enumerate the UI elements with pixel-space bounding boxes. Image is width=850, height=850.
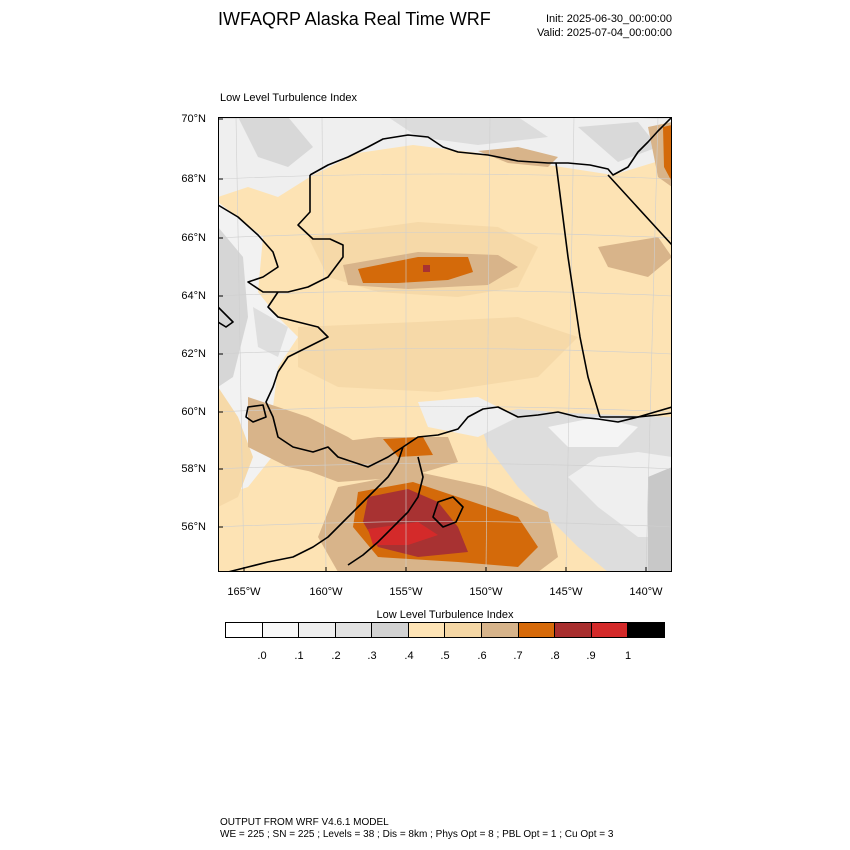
footer-model: OUTPUT FROM WRF V4.6.1 MODEL	[220, 817, 389, 828]
arctic-gray-band-2	[388, 117, 548, 145]
gulf-of-alaska	[478, 409, 672, 572]
bering-gray-2	[253, 307, 288, 357]
turbulence-map	[218, 117, 672, 572]
lat-label: 68°N	[181, 173, 206, 185]
colorbar-tick: .1	[294, 650, 304, 662]
graticule	[218, 117, 672, 572]
colorbar-tick: .3	[367, 650, 377, 662]
colorbar-tick: .4	[404, 650, 414, 662]
colorbar-swatch	[335, 623, 373, 637]
arctic-gray-band	[238, 117, 313, 167]
main-title: IWFAQRP Alaska Real Time WRF	[218, 9, 491, 29]
lat-label: 66°N	[181, 232, 206, 244]
lon-label: 150°W	[469, 586, 503, 598]
colorbar-swatch	[372, 623, 409, 637]
tan-patch-mid	[298, 317, 578, 392]
map-subtitle: Low Level Turbulence Index	[220, 92, 357, 104]
lon-label: 160°W	[309, 586, 343, 598]
colorbar-swatch	[482, 623, 519, 637]
colorbar-tick: .5	[440, 650, 450, 662]
lat-label: 60°N	[181, 406, 206, 418]
lat-label: 58°N	[181, 463, 206, 475]
colorbar-tick: 1	[624, 650, 632, 662]
lon-label: 155°W	[389, 586, 423, 598]
colorbar-tick: .2	[331, 650, 341, 662]
colorbar-swatch	[518, 623, 556, 637]
colorbar-swatch	[262, 623, 300, 637]
tan-patch-east	[598, 237, 672, 277]
gulf-light	[568, 452, 672, 537]
orange-band-interior	[358, 257, 473, 283]
lat-label: 62°N	[181, 348, 206, 360]
lat-label: 70°N	[181, 113, 206, 125]
bering-gray	[218, 227, 248, 387]
colorbar-title: Low Level Turbulence Index	[376, 609, 514, 621]
colorbar-tick: .8	[550, 650, 560, 662]
colorbar-swatch	[591, 623, 629, 637]
red-dot-interior	[423, 265, 430, 272]
colorbar-swatch	[628, 623, 664, 637]
coastline	[218, 117, 672, 572]
valid-time: Valid: 2025-07-04_00:00:00	[537, 27, 672, 39]
colorbar-swatch	[299, 623, 336, 637]
colorbar-swatch	[445, 623, 483, 637]
gulf-light-2	[548, 417, 638, 447]
lat-label: 64°N	[181, 290, 206, 302]
lon-label: 165°W	[227, 586, 261, 598]
lat-label: 56°N	[181, 521, 206, 533]
colorbar	[225, 622, 665, 638]
lon-label: 145°W	[549, 586, 583, 598]
colorbar-swatch	[408, 623, 446, 637]
colorbar-tick: .9	[586, 650, 596, 662]
arctic-ocean	[218, 117, 672, 197]
init-time: Init: 2025-06-30_00:00:00	[546, 13, 672, 25]
axis-ticks	[218, 118, 647, 572]
colorbar-swatch	[555, 623, 592, 637]
colorbar-tick: .0	[257, 650, 267, 662]
colorbar-tick: .7	[513, 650, 523, 662]
footer-params: WE = 225 ; SN = 225 ; Levels = 38 ; Dis …	[220, 829, 614, 840]
gulf-gray-strip	[648, 467, 672, 572]
colorbar-swatch	[226, 623, 263, 637]
colorbar-tick: .6	[477, 650, 487, 662]
orange-patch-ne	[663, 125, 672, 182]
lon-label: 140°W	[629, 586, 663, 598]
bering-tan	[218, 387, 253, 507]
red-core-south	[368, 522, 438, 545]
